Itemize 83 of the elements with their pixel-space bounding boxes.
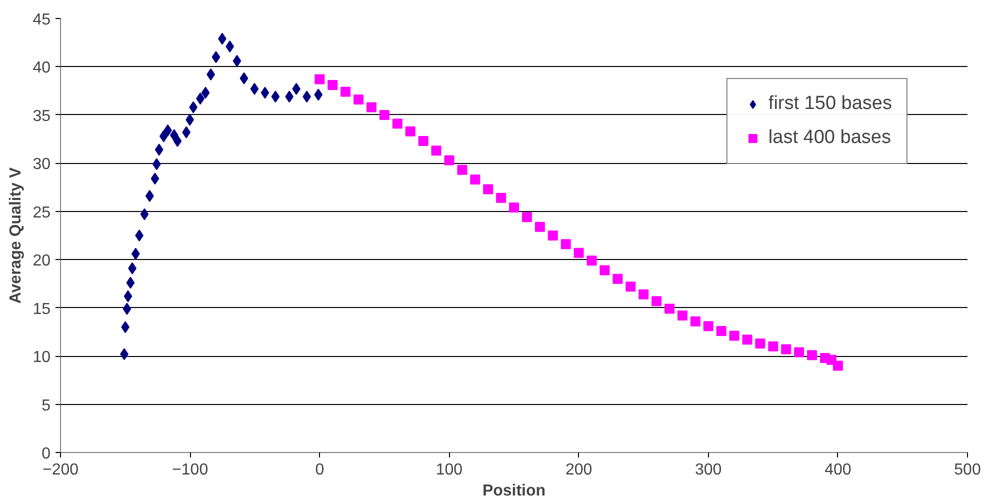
legend-label: last 400 bases xyxy=(768,127,891,149)
legend-label: first 150 bases xyxy=(768,93,892,115)
point xyxy=(159,130,168,142)
point xyxy=(122,302,132,315)
x-tick-label: 100 xyxy=(436,462,463,478)
point xyxy=(457,164,468,175)
point xyxy=(626,282,636,292)
point xyxy=(560,239,571,250)
point xyxy=(534,222,545,232)
point xyxy=(212,51,220,64)
point xyxy=(392,118,402,129)
point xyxy=(154,144,164,156)
point xyxy=(201,86,210,99)
point xyxy=(431,146,442,156)
point xyxy=(354,94,364,105)
point xyxy=(781,344,792,354)
point xyxy=(703,321,714,332)
point xyxy=(807,350,818,360)
y-tick-label: 0 xyxy=(42,446,51,462)
point xyxy=(548,230,558,240)
point xyxy=(226,40,234,52)
point xyxy=(135,230,144,242)
point xyxy=(366,102,376,112)
point xyxy=(124,290,132,302)
y-tick-label: 30 xyxy=(32,156,51,174)
x-tick-label: 200 xyxy=(565,462,592,478)
point xyxy=(140,208,149,220)
point xyxy=(729,330,740,341)
point xyxy=(612,274,623,284)
y-tick-label: 10 xyxy=(32,349,51,366)
point xyxy=(690,316,700,326)
y-tick-label: 20 xyxy=(32,252,51,270)
point xyxy=(677,310,688,321)
y-tick-label: 25 xyxy=(32,204,51,222)
point xyxy=(444,155,454,166)
point xyxy=(145,190,154,202)
point xyxy=(652,296,662,306)
x-tick-label: −200 xyxy=(42,462,79,478)
x-tick-label: 0 xyxy=(315,462,324,478)
x-tick-label: 400 xyxy=(824,462,852,478)
point xyxy=(250,82,259,95)
point xyxy=(755,338,766,349)
point xyxy=(522,212,532,222)
point xyxy=(716,326,726,336)
point xyxy=(405,126,416,136)
point xyxy=(586,256,597,266)
x-tick-label: 300 xyxy=(695,462,722,478)
point xyxy=(314,88,323,101)
point xyxy=(152,158,161,170)
point xyxy=(483,184,494,194)
x-axis-title: Position xyxy=(482,482,546,500)
point xyxy=(379,110,390,120)
point xyxy=(340,86,351,97)
point xyxy=(509,202,519,213)
y-tick-label: 35 xyxy=(32,108,51,125)
point xyxy=(232,54,242,67)
y-tick-label: 45 xyxy=(32,12,51,28)
point xyxy=(742,334,752,345)
y-axis-title: Average Quality V xyxy=(8,166,25,304)
point xyxy=(240,72,248,84)
x-tick-label: 500 xyxy=(954,462,981,478)
x-tick-label: −100 xyxy=(172,462,208,478)
y-tick-label: 5 xyxy=(42,397,51,414)
point xyxy=(314,74,325,84)
point xyxy=(496,192,506,203)
point xyxy=(328,80,338,90)
point xyxy=(131,248,140,260)
point xyxy=(418,136,428,146)
point xyxy=(600,265,610,276)
point xyxy=(173,134,182,147)
point xyxy=(794,347,804,358)
point xyxy=(638,289,649,300)
point xyxy=(574,248,584,258)
point xyxy=(470,174,480,185)
point xyxy=(260,86,270,99)
point xyxy=(271,90,280,103)
point xyxy=(150,172,160,185)
point xyxy=(832,360,843,371)
y-tick-label: 15 xyxy=(32,300,51,318)
point xyxy=(126,276,135,289)
point xyxy=(768,341,778,352)
y-tick-label: 40 xyxy=(32,60,51,77)
point xyxy=(664,304,674,314)
